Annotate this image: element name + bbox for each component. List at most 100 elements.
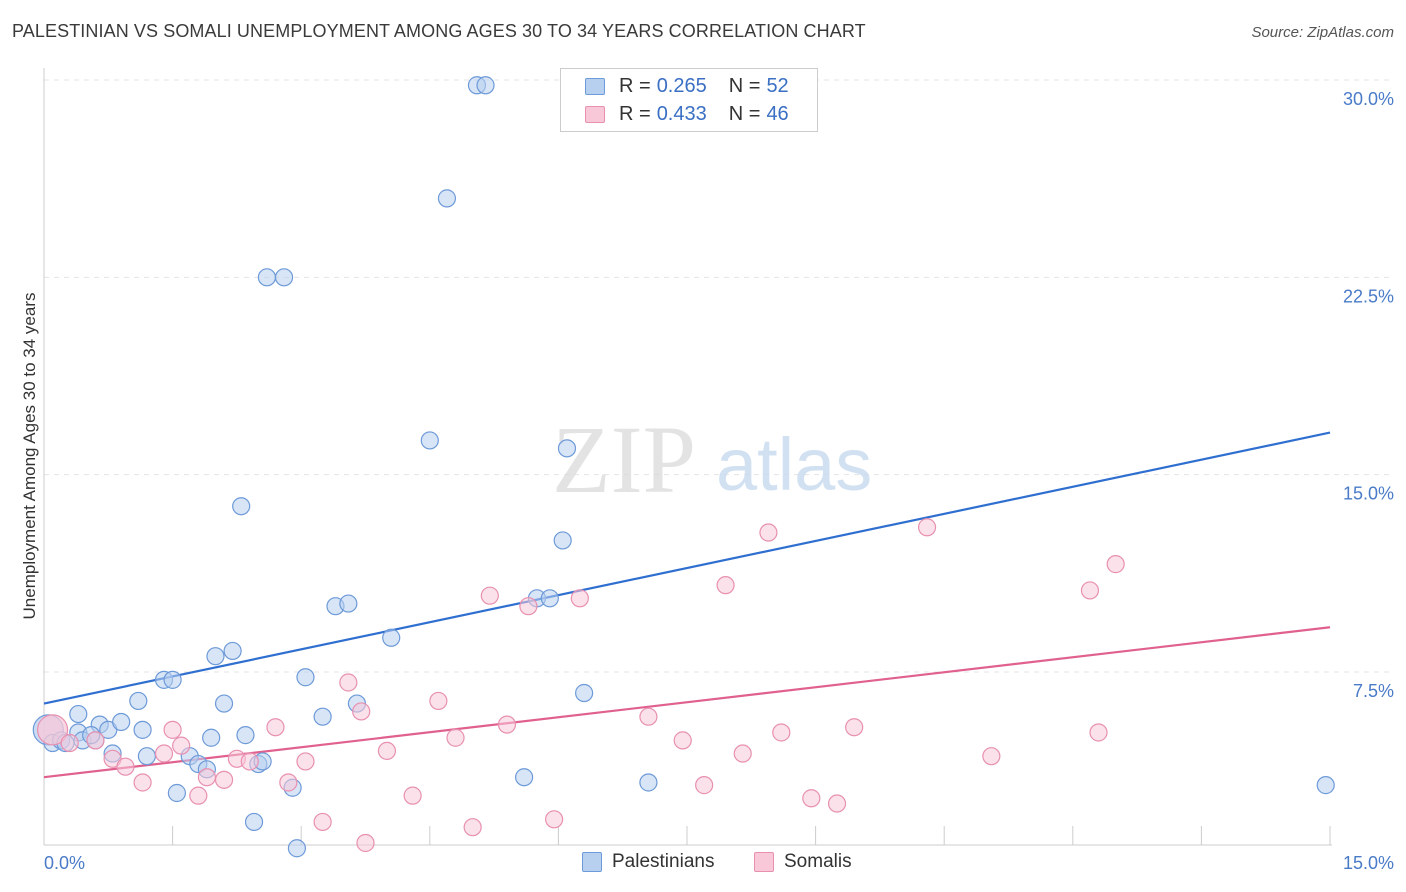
palestinians-point [274,268,294,287]
y-tick-label: 15.0% [1343,484,1394,504]
somalis-point [214,770,234,789]
palestinians-point [206,647,225,666]
somalis-point [189,786,208,805]
palestinians-point [515,768,534,787]
somalis-point [982,747,1001,766]
legend-r-value: 0.433 [656,102,707,125]
legend-r-label: R = [619,102,651,125]
somalis-point [154,744,174,763]
somalis-point [716,576,735,595]
somalis-point [802,789,821,808]
y-tick-labels: 7.5% 15.0% 22.5% 30.0% [1343,89,1394,701]
palestinians-point [476,76,495,95]
somalis-trend-line [43,626,1331,779]
palestinians-point [214,694,234,713]
y-tick-label: 7.5% [1353,681,1394,701]
somalis-point [116,757,135,776]
y-axis-title: Unemployment Among Ages 30 to 34 years [20,293,39,620]
somalis-point [356,833,375,853]
palestinians-point [69,704,88,724]
somalis-point [429,691,448,711]
somalis-point [480,586,499,605]
somalis-point [403,786,422,805]
somalis-point [673,731,692,750]
legend-swatch-pink [754,852,774,872]
palestinians-point [420,431,439,450]
legend-n-label: N = [728,74,761,97]
somalis-point [446,728,465,747]
palestinians-point [112,712,131,732]
correlation-legend: R = 0.265 N = 52 R = 0.433 N = 46 [560,68,818,132]
bottom-legend-somalis: Somalis [754,851,852,873]
somalis-point [772,723,791,742]
palestinians-point [437,189,457,208]
palestinians-point [382,628,401,647]
x-tick-label-max: 15.0% [1343,853,1394,873]
somalis-point [197,768,216,787]
scatter-points [32,76,1335,858]
chart-source: Source: ZipAtlas.com [1251,24,1394,41]
legend-label-somalis: Somalis [784,851,852,872]
somalis-point [917,518,937,537]
palestinians-point [163,670,182,689]
palestinians-point [232,497,251,516]
somalis-point [1089,723,1108,742]
legend-r-value: 0.265 [656,74,707,97]
y-tick-label: 30.0% [1343,89,1394,109]
y-tick-label: 22.5% [1343,286,1394,306]
palestinians-trend-line [43,431,1331,705]
legend-n-label: N = [728,102,761,125]
legend-row-somalis: R = 0.433 N = 46 [585,102,789,126]
legend-swatch-pink [585,105,605,123]
somalis-point [266,718,285,737]
legend-row-palestinians: R = 0.265 N = 52 [585,74,789,98]
palestinians-point [236,726,255,745]
somalis-point [1080,581,1100,600]
palestinians-point [244,812,264,832]
somalis-point [60,733,79,753]
somalis-point [497,715,517,734]
somalis-point [1106,555,1125,574]
legend-swatch-blue [582,852,602,872]
somalis-point [570,589,589,608]
legend-label-palestinians: Palestinians [612,851,715,872]
somalis-point [133,773,152,792]
palestinians-point [296,668,315,687]
somalis-point [339,673,358,692]
somalis-point [279,773,298,792]
palestinians-point [257,268,277,287]
somalis-point [519,597,538,616]
somalis-point [313,812,332,832]
x-tick-marks [43,826,1331,845]
x-tick-label-min: 0.0% [44,853,85,873]
legend-swatch-blue [585,77,605,95]
somalis-point [827,794,847,813]
palestinians-point [540,589,559,608]
somalis-point [695,776,714,795]
palestinians-point [313,707,332,726]
palestinians-point [557,439,577,458]
watermark-atlas: atlas [716,423,872,506]
watermark-zip: ZIP [552,406,696,513]
trend-lines [43,431,1331,779]
somalis-point [163,720,182,739]
legend-n-value: 52 [766,74,789,97]
somalis-point [845,718,864,737]
palestinians-point [553,531,572,550]
legend-n-value: 46 [766,102,789,125]
palestinians-point [167,783,186,803]
somalis-point [545,810,564,829]
palestinians-point [287,839,307,858]
palestinians-point [137,747,156,766]
chart-title: PALESTINIAN VS SOMALI UNEMPLOYMENT AMONG… [12,21,866,41]
somalis-point [296,752,315,771]
somalis-point [86,731,105,750]
somalis-point [639,707,658,726]
somalis-point [352,702,371,721]
palestinians-point [223,641,242,661]
palestinians-point [133,720,152,739]
somalis-point [733,744,752,763]
palestinians-point [202,728,221,747]
somalis-point [463,818,482,837]
somalis-point [759,523,778,542]
